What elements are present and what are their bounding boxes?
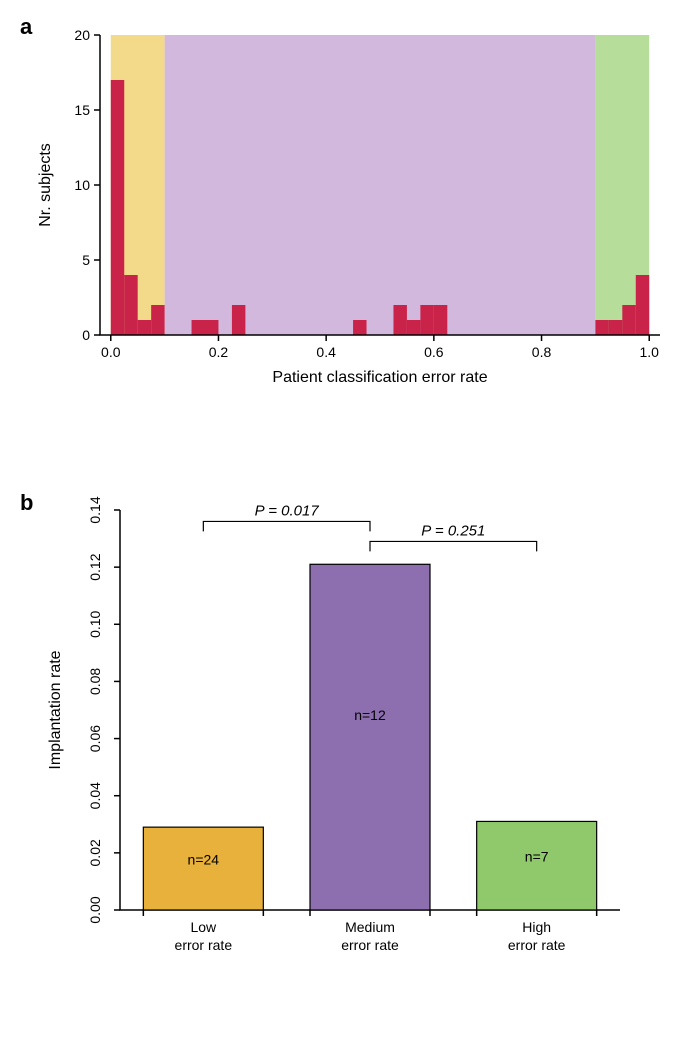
svg-text:15: 15: [74, 102, 90, 118]
svg-text:1.0: 1.0: [639, 344, 659, 360]
svg-text:0.10: 0.10: [87, 610, 103, 637]
svg-text:0: 0: [82, 327, 90, 343]
svg-text:Nr. subjects: Nr. subjects: [37, 143, 54, 227]
svg-text:0.4: 0.4: [316, 344, 336, 360]
svg-text:0.2: 0.2: [209, 344, 229, 360]
svg-text:P = 0.017: P = 0.017: [255, 502, 320, 519]
panel-b-container: b 0.00 0.02 0.04 0.06 0.08 0.10 0.12 0.14 n=24 Lo…: [20, 450, 680, 970]
svg-text:error rate: error rate: [175, 937, 233, 953]
svg-text:0.12: 0.12: [87, 553, 103, 580]
svg-text:0.14: 0.14: [87, 496, 103, 523]
svg-text:0.6: 0.6: [424, 344, 444, 360]
svg-text:0.06: 0.06: [87, 725, 103, 752]
svg-text:Low: Low: [190, 919, 217, 935]
svg-text:0.04: 0.04: [87, 782, 103, 809]
svg-text:error rate: error rate: [508, 937, 566, 953]
panel-a-container: a 0.00.20.40.60.81.005101520Patient clas…: [20, 20, 680, 390]
svg-text:Implantation rate: Implantation rate: [47, 650, 64, 769]
svg-text:Medium: Medium: [345, 919, 395, 935]
svg-text:n=12: n=12: [354, 707, 386, 723]
svg-text:5: 5: [82, 252, 90, 268]
histogram-chart: 0.0 0.2 0.4 0.6 0.8 1.0 0 5 10 15 20 Patient classi…: [20, 20, 680, 390]
bar-chart: 0.00 0.02 0.04 0.06 0.08 0.10 0.12 0.14 n=24 Low e…: [20, 450, 660, 970]
svg-text:P = 0.251: P = 0.251: [421, 522, 485, 539]
panel-b-label: b: [20, 490, 33, 516]
svg-text:High: High: [522, 919, 551, 935]
svg-text:0.02: 0.02: [87, 839, 103, 866]
svg-text:error rate: error rate: [341, 937, 399, 953]
svg-text:10: 10: [74, 177, 90, 193]
svg-text:20: 20: [74, 27, 90, 43]
svg-text:0.8: 0.8: [532, 344, 552, 360]
svg-text:n=24: n=24: [188, 851, 220, 867]
panel-a-label: a: [20, 14, 32, 40]
svg-text:0.0: 0.0: [101, 344, 121, 360]
svg-text:Patient classification error r: Patient classification error rate: [272, 369, 487, 386]
svg-text:0.08: 0.08: [87, 668, 103, 695]
svg-text:n=7: n=7: [525, 848, 549, 864]
svg-text:0.00: 0.00: [87, 896, 103, 923]
